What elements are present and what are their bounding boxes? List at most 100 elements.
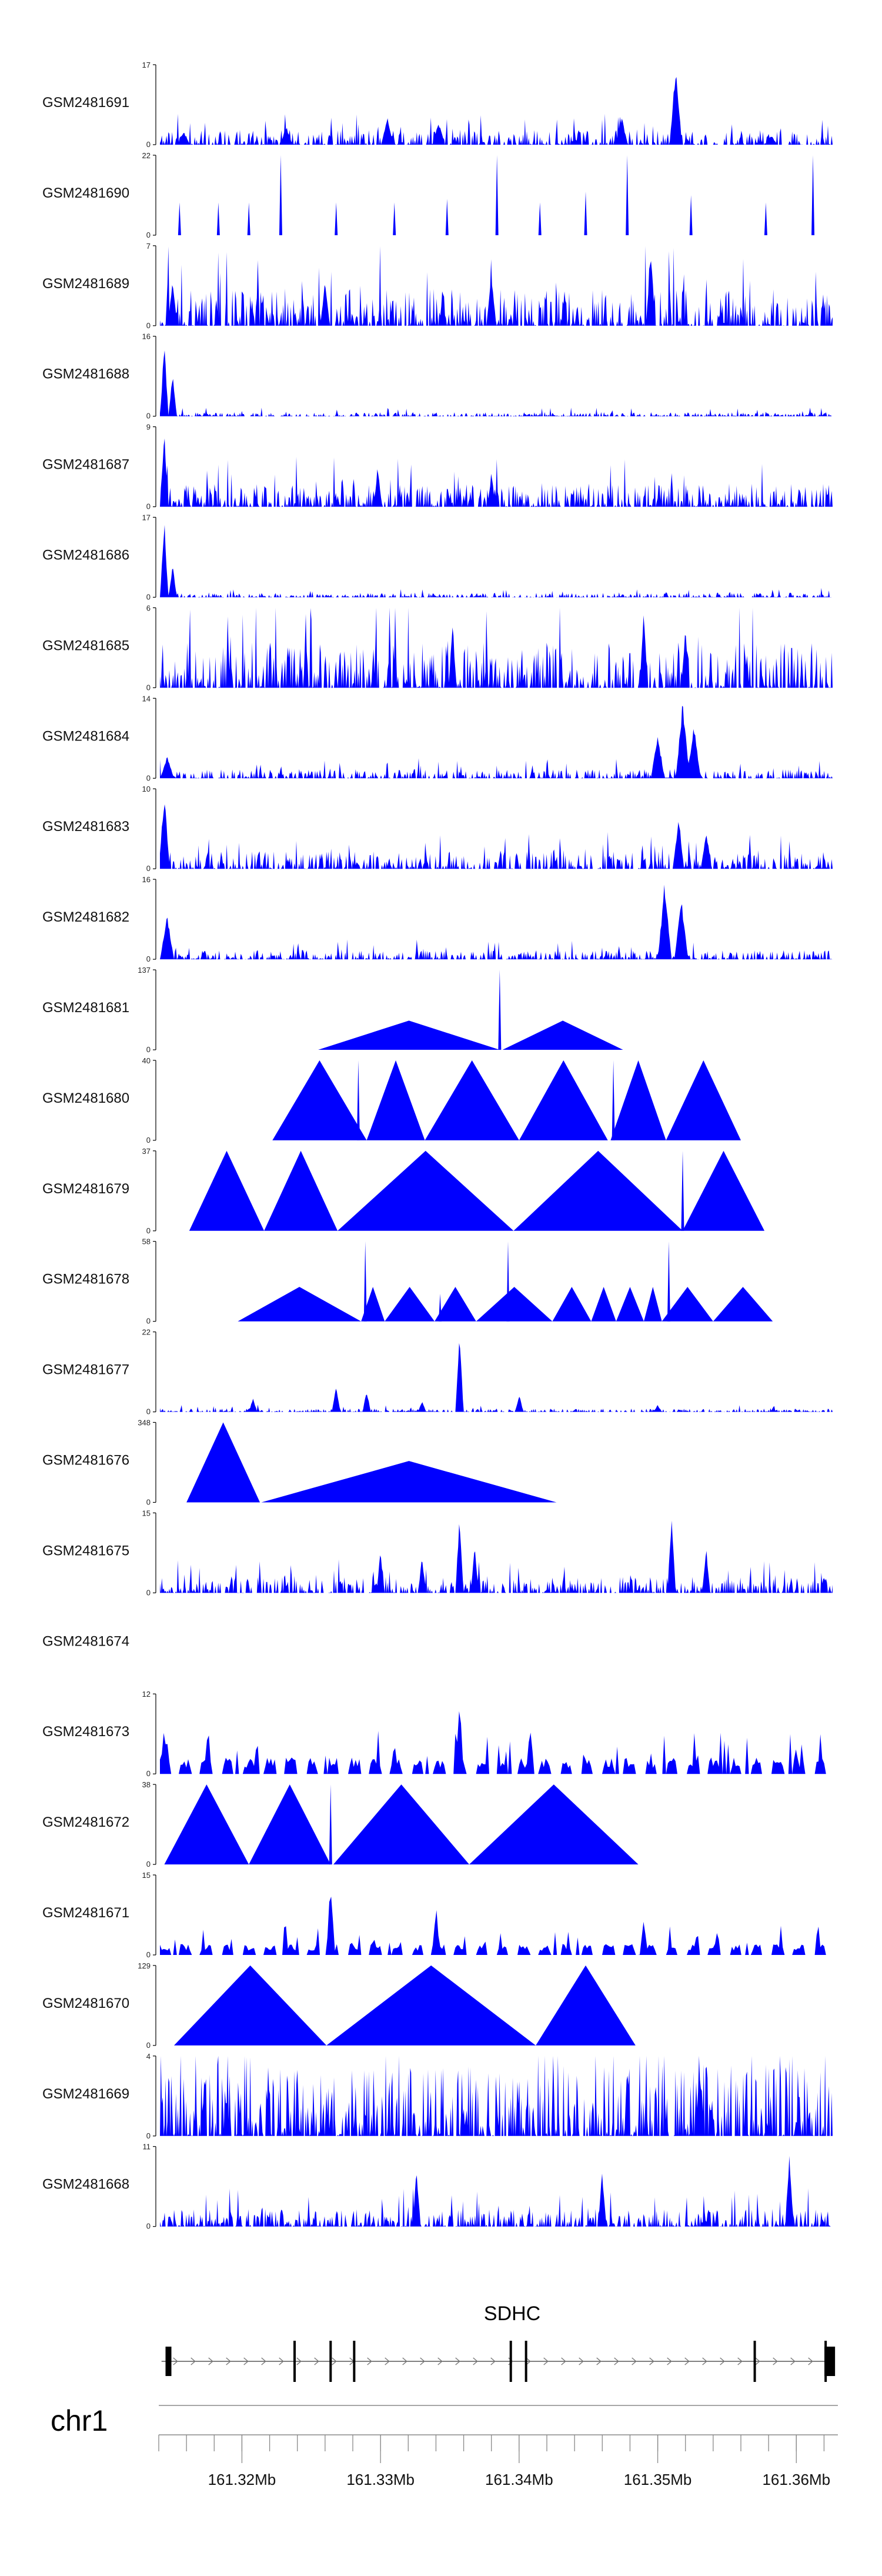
axis-tick-label: 161.35Mb <box>624 2471 692 2488</box>
y-tick-label-zero: 0 <box>146 231 151 239</box>
coverage-triangle <box>713 1287 773 1322</box>
strand-arrow <box>561 2357 566 2365</box>
strand-arrow <box>649 2357 654 2365</box>
track-label: GSM2481676 <box>42 1453 129 1469</box>
coverage-peak <box>363 1241 367 1322</box>
track-GSM2481690: GSM2481690 22 0 <box>42 151 815 239</box>
track-label: GSM2481687 <box>42 457 129 473</box>
strand-arrow <box>790 2357 796 2365</box>
track-GSM2481668: GSM2481668 11 0 <box>42 2143 833 2231</box>
coverage-area <box>160 706 833 779</box>
y-tick-label-zero: 0 <box>146 1950 151 1959</box>
axis-tick-label: 161.33Mb <box>346 2471 415 2488</box>
strand-arrow <box>490 2357 496 2365</box>
coverage-area <box>160 804 833 869</box>
coverage-area <box>160 76 833 145</box>
y-tick-label-zero: 0 <box>146 502 151 511</box>
coverage-peak <box>667 1241 670 1322</box>
track-GSM2481677: GSM2481677 22 0 <box>42 1328 833 1416</box>
strand-arrow <box>737 2357 743 2365</box>
strand-arrow <box>243 2357 249 2365</box>
coverage-triangle <box>536 1965 636 2046</box>
y-tick-label-zero: 0 <box>146 1317 151 1326</box>
coverage-area <box>160 1343 833 1412</box>
y-tick-label-max: 17 <box>142 513 151 522</box>
coverage-triangle <box>476 1287 553 1322</box>
coverage-area <box>160 2155 833 2227</box>
coverage-triangle <box>164 1784 249 1865</box>
track-label: GSM2481675 <box>42 1543 129 1559</box>
coverage-peak <box>584 191 587 235</box>
strand-arrow <box>173 2357 178 2365</box>
coverage-peak <box>439 1293 442 1322</box>
y-tick-label-zero: 0 <box>146 2131 151 2140</box>
y-tick-label-max: 37 <box>142 1147 151 1156</box>
track-GSM2481670: GSM2481670 129 0 <box>42 1961 636 2050</box>
y-tick-label-zero: 0 <box>146 1136 151 1144</box>
y-tick-label-max: 22 <box>142 1328 151 1337</box>
strand-arrow <box>332 2357 337 2365</box>
strand-arrow <box>455 2357 460 2365</box>
coverage-area <box>160 246 833 326</box>
strand-arrow <box>226 2357 231 2365</box>
coverage-peak <box>811 155 815 235</box>
track-GSM2481671: GSM2481671 15 0 <box>42 1871 832 1959</box>
coverage-peak <box>764 202 767 235</box>
track-label: GSM2481677 <box>42 1362 129 1378</box>
y-tick-label-max: 9 <box>146 423 151 432</box>
track-label: GSM2481681 <box>42 1000 129 1016</box>
coverage-peak <box>498 970 502 1050</box>
coverage-triangle <box>425 1060 519 1140</box>
y-tick-label-max: 129 <box>138 1961 151 1970</box>
coverage-triangle <box>366 1060 425 1140</box>
exon <box>353 2341 356 2382</box>
track-label: GSM2481679 <box>42 1181 129 1197</box>
coverage-peak <box>612 1060 615 1140</box>
track-GSM2481679: GSM2481679 37 0 <box>42 1147 765 1235</box>
strand-arrow <box>720 2357 725 2365</box>
y-tick-label-zero: 0 <box>146 1407 151 1416</box>
track-GSM2481688: GSM2481688 16 0 <box>42 332 833 421</box>
coverage-triangle <box>666 1060 741 1140</box>
coverage-peak <box>279 155 282 235</box>
coverage-triangle <box>616 1287 644 1322</box>
strand-arrow <box>667 2357 672 2365</box>
coverage-peak <box>506 1241 510 1322</box>
y-tick-label-max: 348 <box>138 1419 151 1427</box>
coverage-triangle <box>272 1060 367 1140</box>
coverage-triangle <box>338 1150 514 1231</box>
coverage-triangle <box>318 1020 500 1050</box>
track-label: GSM2481673 <box>42 1724 129 1740</box>
y-tick-label-zero: 0 <box>146 1588 151 1597</box>
track-GSM2481672: GSM2481672 38 0 <box>42 1780 639 1868</box>
track-label: GSM2481691 <box>42 95 129 111</box>
track-label: GSM2481671 <box>42 1905 129 1921</box>
track-label: GSM2481680 <box>42 1090 129 1106</box>
track-GSM2481683: GSM2481683 10 0 <box>42 785 833 873</box>
strand-arrow <box>579 2357 584 2365</box>
track-label: GSM2481672 <box>42 1814 129 1830</box>
y-tick-label-max: 22 <box>142 151 151 160</box>
coverage-peak <box>335 202 338 235</box>
y-tick-label-max: 17 <box>142 61 151 69</box>
track-label: GSM2481668 <box>42 2177 129 2193</box>
track-label: GSM2481686 <box>42 548 129 563</box>
track-label: GSM2481683 <box>42 819 129 835</box>
y-tick-label-max: 16 <box>142 875 151 884</box>
coverage-area <box>160 1711 832 1774</box>
track-GSM2481691: GSM2481691 17 0 <box>42 61 833 149</box>
y-tick-label-zero: 0 <box>146 412 151 421</box>
strand-arrow <box>632 2357 637 2365</box>
y-tick-label-max: 137 <box>138 966 151 975</box>
exon <box>509 2341 512 2382</box>
y-tick-label-zero: 0 <box>146 1226 151 1235</box>
coverage-peak <box>247 202 250 235</box>
track-GSM2481686: GSM2481686 17 0 <box>42 513 833 602</box>
coverage-area <box>160 885 833 960</box>
coverage-peak <box>681 1150 684 1231</box>
strand-arrow <box>261 2357 266 2365</box>
genome-axis: chr1 161.32Mb 161.33Mb 161.34Mb 161.35Mb 161… <box>51 2404 838 2488</box>
strand-arrow <box>402 2357 407 2365</box>
coverage-area <box>160 608 833 688</box>
